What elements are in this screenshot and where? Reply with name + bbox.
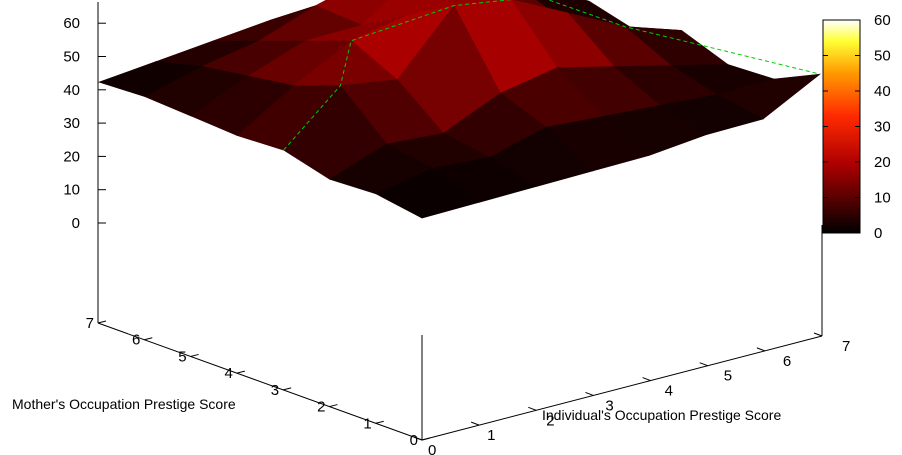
x-tick-label: 5 [724, 368, 732, 385]
z-tick-label: 50 [63, 49, 80, 66]
x-tick-label: 2 [546, 412, 554, 429]
y-tick-mark [97, 320, 107, 324]
y-tick-label: 4 [225, 365, 233, 382]
y-tick-mark [329, 404, 338, 408]
y-tick-label: 7 [86, 315, 94, 332]
y-tick-mark [421, 437, 431, 441]
z-tick-label: 40 [63, 82, 80, 99]
y-tick-label: 6 [132, 332, 140, 349]
x-tick-mark [699, 362, 708, 367]
x-tick-mark [585, 391, 594, 396]
y-tick-mark [375, 420, 384, 424]
y-tick-label: 3 [271, 382, 279, 399]
x-tick-label: 6 [783, 353, 791, 370]
colorbar-tick-label: 20 [874, 154, 891, 171]
x-tick-label: 7 [842, 338, 850, 355]
colorbar-tick-label: 40 [874, 83, 891, 100]
z-tick-label: 20 [63, 148, 80, 165]
z-tick-label: 30 [63, 115, 80, 132]
z-tick-label: 10 [63, 182, 80, 199]
colorbar [822, 19, 861, 234]
x-axis-title: Individual's Occupation Prestige Score [542, 407, 781, 423]
y-tick-label: 1 [363, 415, 371, 432]
x-tick-label: 3 [605, 397, 613, 414]
y-axis-title: Mother's Occupation Prestige Score [12, 396, 236, 412]
x-tick-label: 1 [487, 427, 495, 444]
y-tick-mark [236, 370, 245, 374]
axes-layer [97, 2, 823, 441]
x-tick-mark [642, 377, 651, 382]
y-tick-mark [283, 387, 292, 391]
x-tick-mark [756, 347, 766, 352]
y-axis-line [97, 322, 423, 441]
top-contour-layer [283, 0, 821, 151]
colorbar-ticks: 0 10 20 30 40 50 60 [823, 12, 891, 242]
x-tick-mark [470, 421, 480, 426]
x-tick-label: 0 [428, 442, 436, 455]
y-tick-mark [190, 353, 199, 357]
surface-layer [98, 0, 822, 219]
x-axis-line [421, 335, 823, 441]
y-tick-label: 5 [178, 348, 186, 365]
top-contour-line [283, 0, 821, 151]
x-tick-mark [813, 332, 823, 337]
ticks-layer: 0 10 20 30 40 50 60 0 1 2 3 4 5 6 7 0 1 2 3 4 5 6 7 [63, 15, 850, 455]
colorbar-tick-label: 0 [874, 225, 882, 242]
x-tick-label: 4 [665, 383, 673, 400]
z-tick-label: 0 [72, 215, 80, 232]
colorbar-tick-label: 10 [874, 190, 891, 207]
colorbar-tick-label: 30 [874, 119, 891, 136]
x-tick-mark [528, 406, 537, 411]
y-tick-label: 2 [317, 399, 325, 416]
surface-cell [375, 168, 480, 219]
colorbar-tick-label: 50 [874, 48, 891, 65]
y-tick-mark [144, 337, 153, 341]
y-tick-label: 0 [410, 432, 418, 449]
x-tick-mark [413, 436, 423, 441]
colorbar-tick-label: 60 [874, 12, 891, 29]
z-tick-label: 60 [63, 15, 80, 32]
